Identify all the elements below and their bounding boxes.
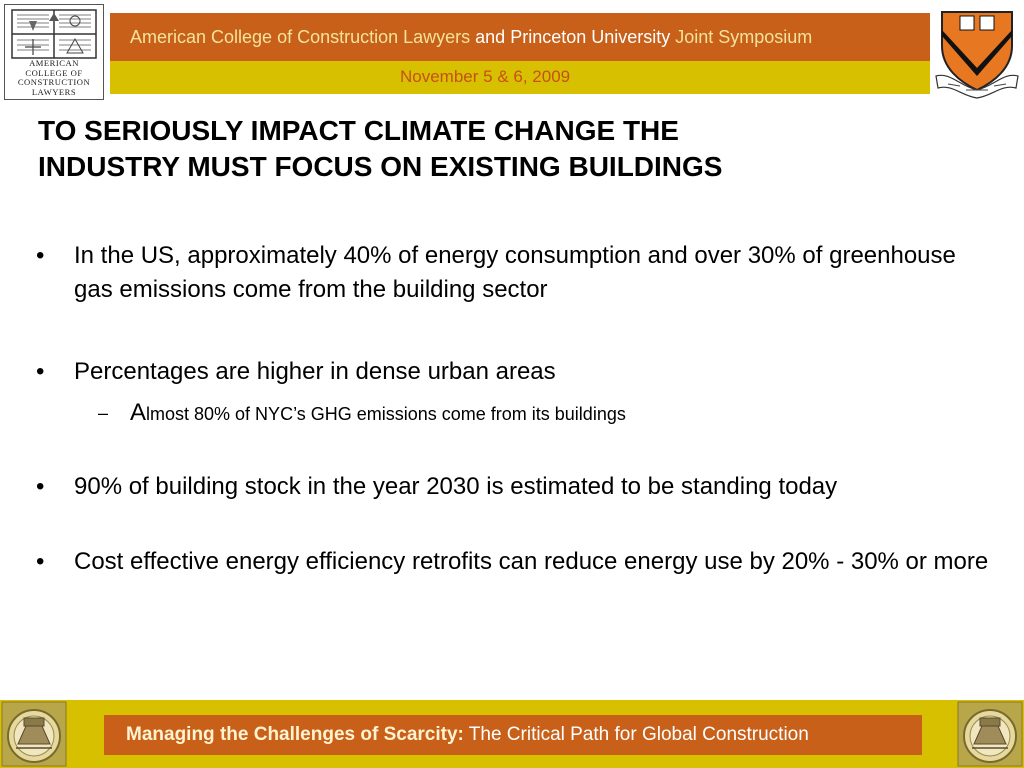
pyramid-emblem-icon bbox=[957, 701, 1023, 767]
acocl-logo: AMERICAN COLLEGE OF CONSTRUCTION LAWYERS bbox=[4, 4, 104, 100]
bullet-item: • Percentages are higher in dense urban … bbox=[36, 355, 991, 389]
bullet-marker: • bbox=[36, 242, 45, 269]
date-banner: November 5 & 6, 2009 bbox=[110, 61, 930, 94]
footer: Managing the Challenges of Scarcity: The… bbox=[0, 700, 1024, 768]
sub-bullet-text: Almost 80% of NYC’s GHG emissions come f… bbox=[130, 396, 626, 431]
bullet-text: Cost effective energy efficiency retrofi… bbox=[74, 548, 989, 575]
logo-line: LAWYERS bbox=[31, 86, 77, 97]
banner-princeton: and Princeton University bbox=[475, 27, 676, 47]
slide-title-line: TO SERIOUSLY IMPACT CLIMATE CHANGE THE bbox=[38, 115, 679, 146]
bullet-text: In the US, approximately 40% of energy c… bbox=[74, 242, 956, 303]
symposium-banner: American College of Construction Lawyers… bbox=[110, 13, 930, 61]
pyramid-emblem-icon bbox=[1, 701, 67, 767]
sub-bullet-marker: – bbox=[98, 403, 109, 423]
princeton-shield-icon bbox=[935, 11, 1019, 99]
footer-theme: Managing the Challenges of Scarcity: The… bbox=[126, 724, 809, 746]
bullet-item: • Cost effective energy efficiency retro… bbox=[36, 545, 991, 579]
slide-title: TO SERIOUSLY IMPACT CLIMATE CHANGE THE I… bbox=[38, 113, 998, 185]
banner-title: American College of Construction Lawyers… bbox=[130, 27, 812, 48]
footer-theme-bold: Managing the Challenges of Scarcity: bbox=[126, 724, 464, 745]
banner-acocl: American College of Construction Lawyers bbox=[130, 27, 476, 47]
bullet-text: 90% of building stock in the year 2030 i… bbox=[74, 473, 838, 500]
banner-joint-symposium: Joint Symposium bbox=[675, 27, 813, 47]
bullet-marker: • bbox=[36, 473, 45, 500]
bullet-item: • In the US, approximately 40% of energy… bbox=[36, 239, 991, 307]
bullet-marker: • bbox=[36, 358, 45, 385]
sub-bullet-first-letter: A bbox=[130, 399, 147, 426]
bullet-text: Percentages are higher in dense urban ar… bbox=[74, 358, 556, 385]
footer-theme-rest: The Critical Path for Global Constructio… bbox=[463, 724, 809, 745]
footer-banner: Managing the Challenges of Scarcity: The… bbox=[104, 715, 922, 755]
header: AMERICAN COLLEGE OF CONSTRUCTION LAWYERS… bbox=[0, 0, 1024, 104]
bullet-marker: • bbox=[36, 548, 45, 575]
logo-line: AMERICAN bbox=[29, 58, 79, 68]
bullet-item: • 90% of building stock in the year 2030… bbox=[36, 470, 991, 504]
logo-text: AMERICAN COLLEGE OF CONSTRUCTION LAWYERS bbox=[7, 58, 101, 97]
sub-bullet-item: – Almost 80% of NYC’s GHG emissions come… bbox=[98, 396, 626, 431]
slide-title-line: INDUSTRY MUST FOCUS ON EXISTING BUILDING… bbox=[38, 151, 723, 182]
logo-line: COLLEGE OF bbox=[25, 67, 83, 78]
college-emblem-icon bbox=[11, 9, 97, 59]
sub-bullet-rest: lmost 80% of NYC’s GHG emissions come fr… bbox=[146, 404, 626, 424]
symposium-date: November 5 & 6, 2009 bbox=[400, 67, 571, 86]
logo-line: CONSTRUCTION bbox=[17, 77, 91, 88]
